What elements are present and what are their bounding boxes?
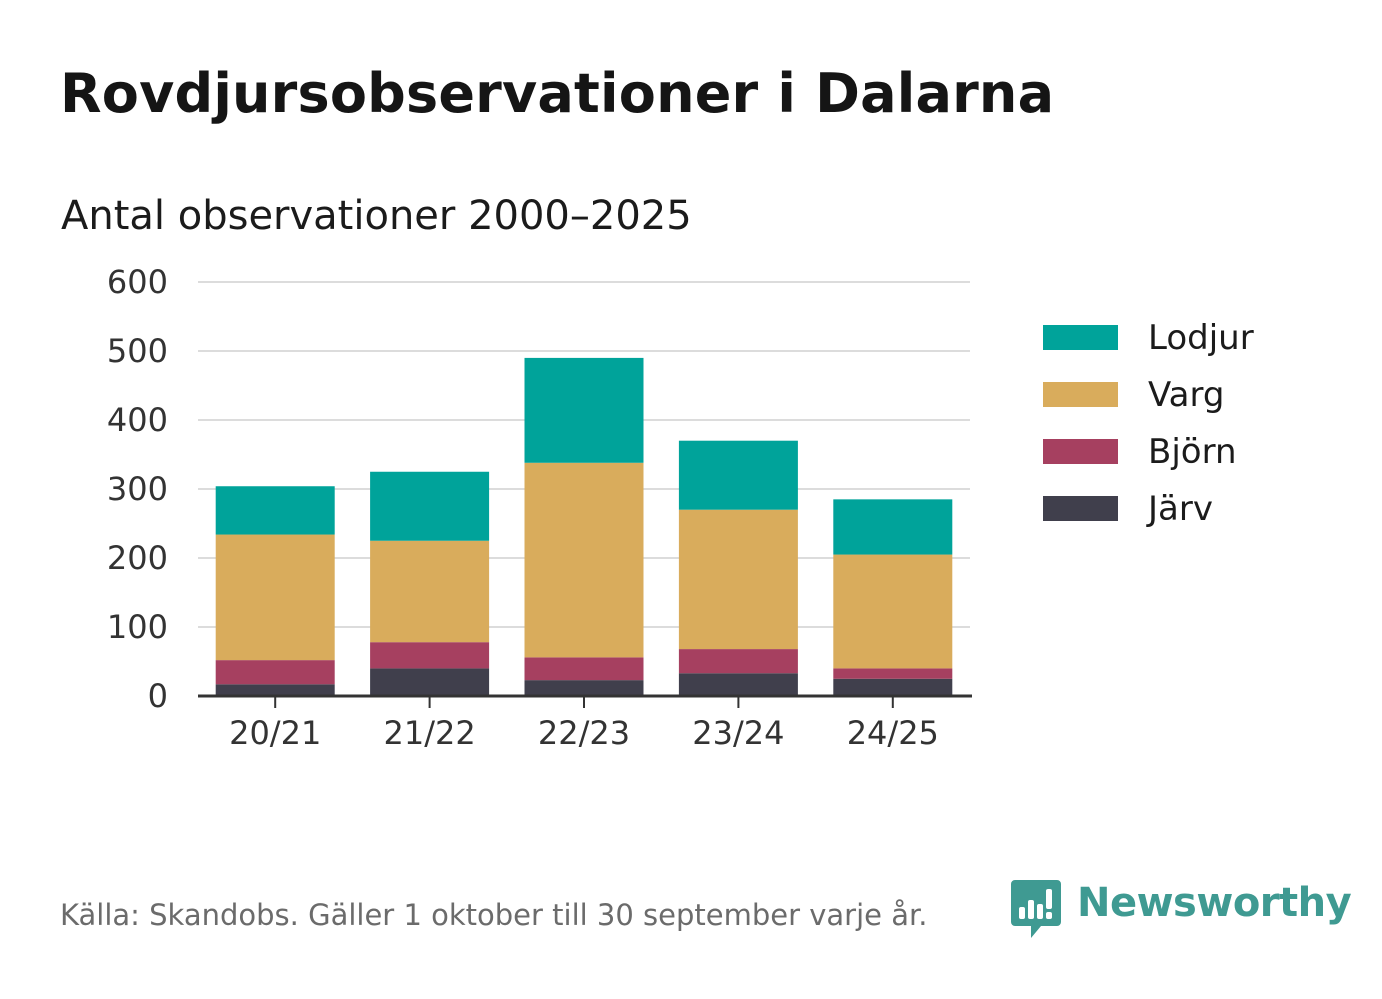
brand[interactable]: Newsworthy [1011,880,1352,940]
legend-label-varg: Varg [1148,375,1224,415]
x-tick-label: 21/22 [383,714,475,752]
bar-björn-20-21 [215,660,335,685]
x-tick-label: 22/23 [538,714,630,752]
legend-label-björn: Björn [1148,432,1237,472]
source-note: Källa: Skandobs. Gäller 1 oktober till 3… [60,898,928,932]
chart-subtitle: Antal observationer 2000–2025 [61,193,692,239]
bar-björn-21-22 [370,642,490,669]
bar-björn-24-25 [833,668,953,679]
bar-lodjur-24-25 [833,499,953,555]
bars [215,357,953,696]
bar-varg-24-25 [833,554,953,669]
bar-varg-23-24 [678,509,798,650]
bar-järv-23-24 [678,673,798,696]
legend-swatch-lodjur [1043,325,1118,350]
legend-label-lodjur: Lodjur [1148,318,1254,358]
legend-swatch-järv [1043,496,1118,521]
bar-björn-23-24 [678,649,798,674]
legend-swatch-björn [1043,439,1118,464]
legend-swatch-varg [1043,382,1118,407]
bar-björn-22-23 [524,657,644,681]
y-tick-label: 300 [107,470,168,508]
brand-name: Newsworthy [1077,880,1352,926]
x-tick-label: 23/24 [692,714,784,752]
x-tick-label: 20/21 [229,714,321,752]
y-tick-label: 200 [107,539,168,577]
bar-varg-20-21 [215,534,335,661]
bar-lodjur-21-22 [370,471,490,541]
x-axis: 20/21 21/22 22/23 23/24 24/25 [198,694,972,752]
bar-järv-22-23 [524,680,644,696]
x-tick-label: 24/25 [847,714,939,752]
chart-title: Rovdjursobservationer i Dalarna [60,62,1055,125]
bar-lodjur-22-23 [524,357,644,463]
y-tick-label: 600 [107,263,168,301]
bar-järv-24-25 [833,678,953,696]
bar-varg-21-22 [370,540,490,643]
legend-label-järv: Järv [1146,489,1213,529]
newsworthy-logo-icon [1011,880,1061,938]
bar-järv-20-21 [215,684,335,696]
bar-lodjur-23-24 [678,440,798,510]
bar-varg-22-23 [524,462,644,658]
legend: Lodjur Varg Björn Järv [1043,318,1254,529]
bar-järv-21-22 [370,668,490,696]
y-tick-label: 500 [107,332,168,370]
y-tick-label: 100 [107,608,168,646]
y-axis: 0 100 200 300 400 500 600 [107,263,168,715]
bar-lodjur-20-21 [215,486,335,535]
y-tick-label: 0 [148,677,168,715]
y-tick-label: 400 [107,401,168,439]
